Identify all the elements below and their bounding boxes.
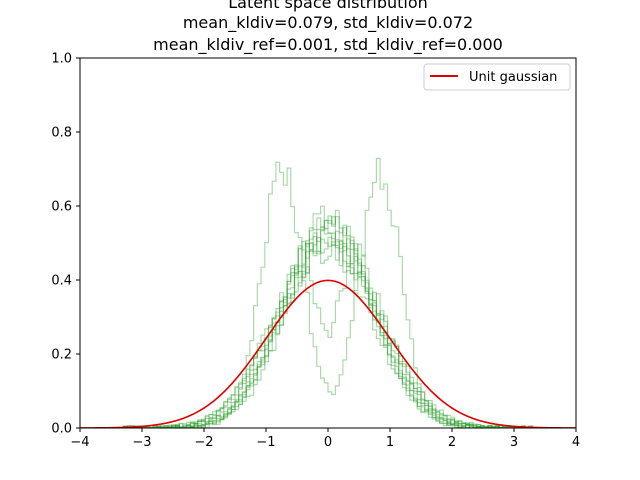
y-tick-label: 1.0: [51, 52, 72, 67]
histogram-series-1: [123, 238, 533, 428]
histogram-series-8: [122, 228, 533, 428]
x-tick-label: −2: [194, 435, 213, 450]
x-tick-label: 4: [572, 435, 580, 450]
y-tick-label: 0.6: [51, 200, 72, 215]
gaussian-curve-layer: [80, 279, 576, 428]
y-tick-label: 0.2: [51, 348, 72, 363]
legend: Unit gaussian: [423, 63, 571, 91]
unit-gaussian-curve: [80, 279, 576, 428]
x-tick-label: −1: [256, 435, 275, 450]
x-tick-label: 0: [324, 435, 332, 450]
x-tick-label: 2: [448, 435, 456, 450]
histogram-series-5: [123, 209, 534, 428]
chart-title-line-3: mean_kldiv_ref=0.001, std_kldiv_ref=0.00…: [153, 35, 503, 55]
x-axis: −4 −3 −2 −1 0 1 2 3 4: [70, 428, 580, 450]
histogram-series-2: [122, 216, 534, 428]
histogram-series-9: [122, 157, 533, 428]
y-tick-label: 0.0: [51, 422, 72, 437]
y-tick-label: 0.8: [51, 126, 72, 141]
legend-label-unit-gaussian: Unit gaussian: [469, 70, 557, 85]
chart-title-line-2: mean_kldiv=0.079, std_kldiv=0.072: [183, 13, 473, 33]
y-tick-label: 0.4: [51, 274, 72, 289]
x-tick-label: 1: [386, 435, 394, 450]
x-tick-label: −3: [132, 435, 151, 450]
chart-title-line-1: Latent space distribution: [228, 0, 428, 12]
x-tick-label: 3: [510, 435, 518, 450]
histogram-series-3: [123, 230, 533, 428]
x-tick-label: −4: [70, 435, 89, 450]
y-axis: 0.0 0.2 0.4 0.6 0.8 1.0: [51, 52, 80, 437]
histogram-series-4: [122, 226, 533, 428]
legend-box: [423, 63, 571, 91]
histogram-series-7: [123, 241, 533, 428]
